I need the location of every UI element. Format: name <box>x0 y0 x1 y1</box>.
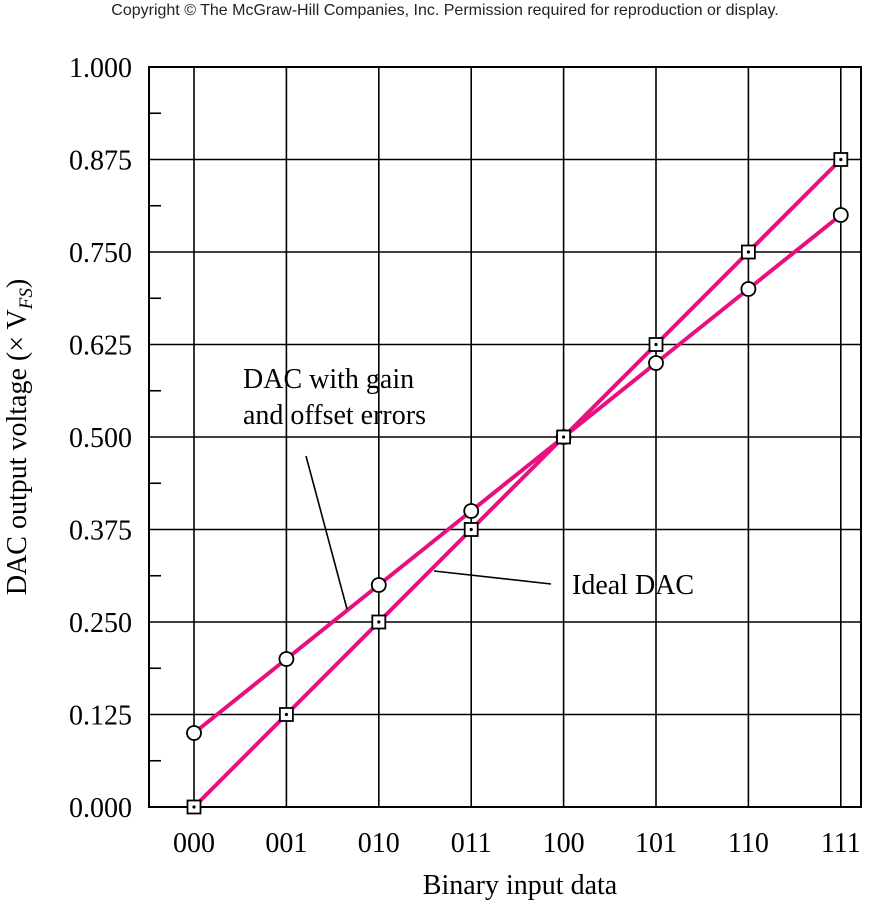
marker-dot-ideal <box>377 620 381 624</box>
marker-dot-ideal <box>654 342 658 347</box>
marker-errors <box>370 577 387 593</box>
series-line-errors <box>192 213 843 735</box>
x-tick-label: 000 <box>173 828 215 859</box>
marker-dot-ideal <box>746 250 751 254</box>
x-tick-label: 111 <box>821 828 861 859</box>
ideal-leader-line <box>433 570 552 585</box>
x-tick-label: 010 <box>358 828 400 859</box>
y-axis-title: DAC output voltage (× VFS) <box>2 279 37 595</box>
marker-dot-ideal <box>562 435 566 439</box>
series-markers <box>186 152 849 815</box>
x-tick-label: 101 <box>635 828 677 859</box>
x-tick-label: 001 <box>265 828 307 859</box>
marker-dot-ideal <box>284 712 288 717</box>
marker-dot-ideal <box>469 527 473 532</box>
annotation-ideal: Ideal DAC <box>572 570 694 601</box>
y-tick-label: 0.375 <box>69 516 132 547</box>
series-lines <box>192 158 843 809</box>
y-tick-label: 0.625 <box>69 331 132 362</box>
marker-errors <box>740 281 757 297</box>
marker-errors <box>832 207 849 223</box>
grid <box>148 66 862 808</box>
y-tick-label: 0.750 <box>69 238 132 269</box>
marker-errors <box>186 725 202 741</box>
y-tick-label: 0.125 <box>69 701 132 732</box>
y-tick-label: 0.875 <box>69 146 132 177</box>
x-tick-label: 100 <box>543 828 585 859</box>
y-tick-labels: 0.000 0.125 0.250 0.375 0.500 0.625 0.750 0.875… <box>69 53 132 824</box>
y-axis-title-main: DAC output voltage (× V <box>2 309 33 595</box>
marker-dot-ideal <box>192 805 196 809</box>
copyright-notice: Copyright © The McGraw-Hill Companies, I… <box>111 2 779 19</box>
y-tick-label: 0.500 <box>69 423 132 454</box>
y-tick-label: 1.000 <box>69 53 132 84</box>
x-tick-label: 011 <box>451 828 492 859</box>
y-tick-label: 0.000 <box>69 793 132 824</box>
marker-errors <box>648 355 664 371</box>
annotation-errors-line2: and offset errors <box>243 400 426 431</box>
annotations: DAC with gain and offset errors Ideal DA… <box>243 364 694 610</box>
errors-leader-line <box>305 455 348 610</box>
y-axis-title-close: ) <box>2 279 33 288</box>
annotation-errors-line1: DAC with gain <box>243 364 414 395</box>
marker-errors <box>463 503 480 519</box>
x-tick-label: 110 <box>728 828 769 859</box>
marker-errors <box>278 651 295 667</box>
marker-dot-ideal <box>839 157 843 162</box>
y-axis-title-sub: FS <box>16 288 37 311</box>
series-line-ideal <box>192 158 843 809</box>
x-tick-labels: 000 001 010 011 100 101 110 111 <box>173 828 861 859</box>
x-axis-title: Binary input data <box>423 870 618 901</box>
y-tick-label: 0.250 <box>69 608 132 639</box>
